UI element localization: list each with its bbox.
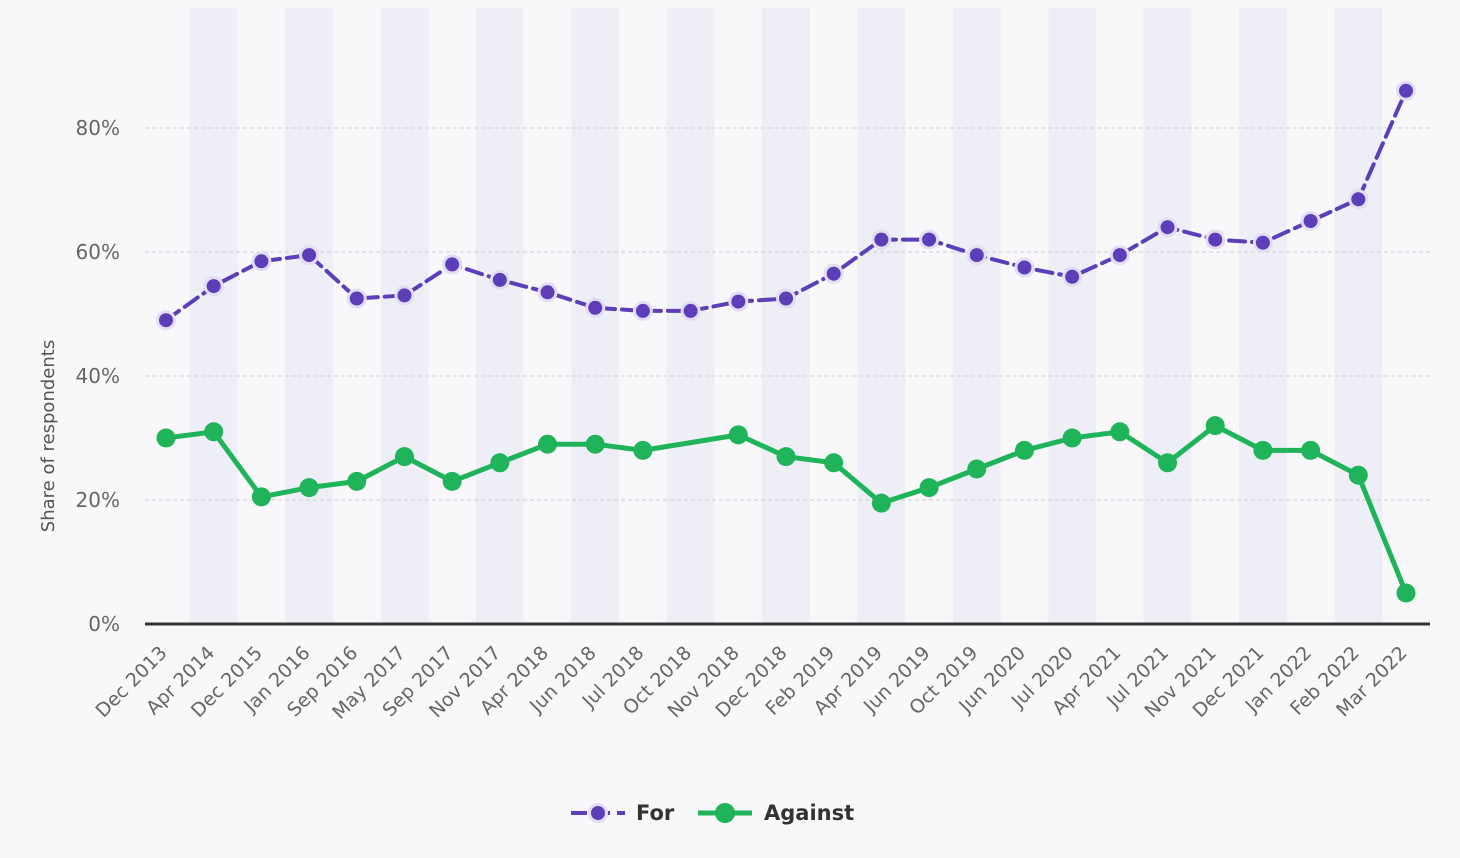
data-point-for: [299, 245, 320, 266]
data-point-against: [585, 434, 605, 454]
data-point-for: [680, 300, 701, 321]
y-tick-label: 60%: [76, 240, 120, 264]
data-point-against: [871, 493, 891, 513]
data-point-against: [1396, 583, 1416, 603]
y-tick-label: 0%: [88, 612, 120, 636]
data-point-against: [1205, 416, 1225, 436]
data-point-for: [966, 245, 987, 266]
data-point-for: [776, 288, 796, 309]
legend[interactable]: For Against: [571, 801, 854, 825]
data-point-for: [728, 291, 749, 312]
column-band: [1143, 8, 1192, 624]
column-band: [380, 8, 429, 624]
data-point-against: [1062, 428, 1082, 448]
data-point-for: [823, 263, 844, 284]
data-point-for: [871, 229, 892, 250]
data-point-for: [1205, 229, 1226, 250]
column-band: [762, 8, 810, 624]
column-band: [285, 8, 333, 624]
data-point-against: [728, 425, 748, 445]
legend-label-for: For: [636, 801, 675, 825]
data-point-against: [1253, 440, 1273, 460]
column-band: [952, 8, 1001, 624]
data-point-against: [251, 487, 271, 507]
data-point-against: [156, 428, 176, 448]
data-point-for: [156, 310, 176, 331]
data-point-against: [394, 447, 414, 467]
data-point-against: [776, 447, 796, 467]
data-point-against: [919, 478, 939, 498]
y-tick-label: 80%: [76, 116, 120, 140]
data-point-for: [919, 229, 940, 250]
data-point-for: [1014, 257, 1035, 278]
data-point-for: [1300, 211, 1321, 231]
data-point-against: [442, 471, 462, 491]
data-point-against: [1158, 453, 1178, 473]
column-band: [1334, 8, 1383, 624]
data-point-against: [299, 478, 319, 498]
data-point-against: [1014, 440, 1034, 460]
data-point-against: [347, 471, 367, 491]
data-point-for: [394, 285, 415, 306]
data-point-for: [585, 297, 606, 318]
data-point-for: [442, 254, 463, 275]
data-point-against: [204, 422, 224, 442]
data-point-against: [490, 453, 510, 473]
data-point-for: [1157, 217, 1178, 238]
data-point-for: [489, 269, 510, 290]
column-band: [476, 8, 524, 624]
series-layer: [156, 80, 1416, 603]
legend-marker-against: [715, 803, 735, 823]
data-point-for: [203, 276, 224, 297]
data-point-against: [1348, 465, 1368, 485]
legend-label-against: Against: [764, 801, 854, 825]
data-point-against: [538, 434, 558, 454]
y-tick-label: 20%: [76, 488, 120, 512]
data-point-against: [633, 440, 653, 460]
data-point-for: [537, 282, 558, 303]
data-point-for: [251, 251, 272, 272]
data-point-against: [824, 453, 844, 473]
legend-marker-for: [588, 803, 608, 823]
column-band: [1239, 8, 1287, 624]
data-point-against: [1301, 440, 1321, 460]
y-axis-ticks: 0% 20% 40% 60% 80%: [76, 116, 120, 636]
data-point-against: [1110, 422, 1130, 442]
data-point-for: [1348, 189, 1369, 210]
data-point-for: [1062, 266, 1083, 287]
data-point-for: [632, 300, 653, 321]
y-axis-title: Share of respondents: [38, 340, 59, 532]
y-tick-label: 40%: [76, 364, 120, 388]
data-point-against: [967, 459, 987, 479]
data-point-for: [1396, 80, 1416, 101]
data-point-for: [1252, 232, 1273, 253]
data-point-for: [1109, 245, 1130, 266]
column-band: [1048, 8, 1096, 624]
data-point-for: [346, 288, 367, 309]
column-bands: [189, 8, 1383, 624]
column-band: [857, 8, 906, 624]
column-band: [189, 8, 238, 624]
